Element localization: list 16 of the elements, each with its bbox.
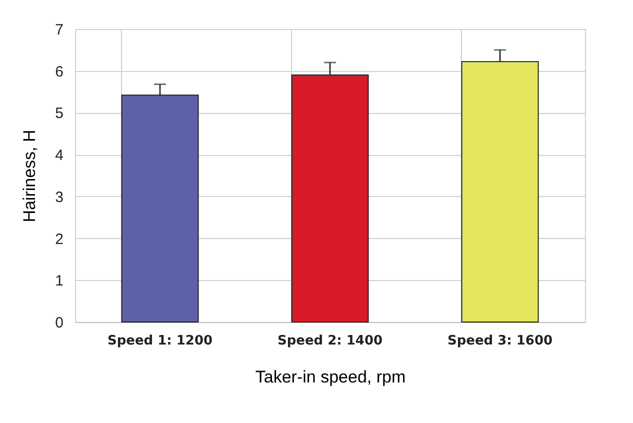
y-tick-label: 1: [55, 272, 64, 290]
y-tick-label: 5: [55, 105, 64, 122]
y-tick-label: 6: [55, 63, 64, 80]
bar: [121, 94, 199, 322]
x-tick-label: Speed 1: 1200: [107, 334, 213, 348]
y-tick-label: 0: [55, 314, 64, 332]
y-tick-label: 4: [55, 147, 64, 164]
y-tick-label: 7: [55, 22, 64, 38]
y-tick-label: 2: [55, 230, 64, 248]
x-tick-label: Speed 2: 1400: [277, 334, 383, 348]
x-tick-label: Speed 3: 1600: [447, 334, 553, 348]
y-tick-label: 3: [55, 188, 64, 206]
bar: [461, 61, 539, 322]
y-axis-title: Hairiness, H: [20, 130, 40, 222]
bar: [291, 74, 369, 322]
x-axis-title: Taker-in speed, rpm: [255, 368, 406, 386]
